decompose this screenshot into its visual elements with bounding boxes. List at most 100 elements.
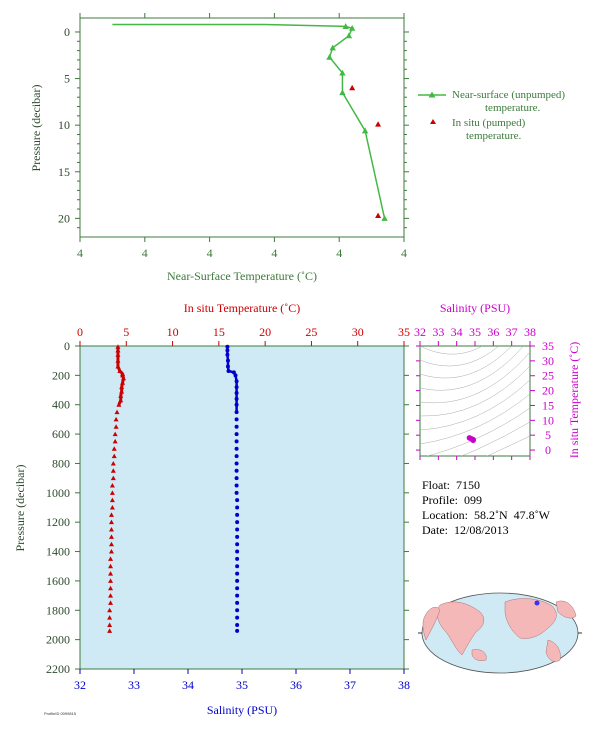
- main-y-tick-label: 2000: [46, 633, 70, 647]
- float-id: Float: 7150: [422, 478, 481, 492]
- temperature-point: [112, 438, 118, 444]
- main-bottom-axis-label: Salinity (PSU): [207, 703, 277, 717]
- salinity-tick-label: 38: [398, 678, 410, 692]
- near-surface-point: [381, 215, 388, 221]
- temperature-point: [119, 389, 125, 394]
- salinity-point: [235, 564, 240, 569]
- salinity-point: [235, 534, 240, 539]
- ts-y-tick-label: 10: [542, 413, 554, 427]
- near-surface-point: [348, 25, 356, 31]
- salinity-point: [235, 578, 240, 583]
- temperature-point: [108, 527, 114, 532]
- main-plot-frame: [79, 345, 405, 670]
- ts-series-group: [466, 435, 476, 444]
- salinity-point: [225, 348, 230, 353]
- near-surface-point: [339, 89, 346, 96]
- legend-entry-unpumped-2: temperature.: [485, 102, 541, 114]
- top-legend: Near-surface (unpumped) temperature. In …: [418, 89, 565, 142]
- top-x-tick-label: 4: [207, 246, 213, 260]
- temperature-point: [109, 490, 115, 495]
- salinity-point: [234, 432, 239, 437]
- salinity-point: [234, 379, 239, 384]
- salinity-point: [235, 622, 240, 627]
- top-axis-ticks: 0 5 10 15 20 4 4 4 4 4 4: [58, 13, 409, 260]
- temperature-point: [108, 600, 114, 605]
- salinity-point: [235, 505, 240, 510]
- salinity-point: [234, 396, 239, 401]
- main-y-tick-label: 1800: [46, 603, 70, 617]
- salinity-point: [235, 512, 240, 517]
- salinity-point: [231, 370, 236, 375]
- ts-contour-line: [420, 346, 524, 391]
- salinity-point: [235, 542, 240, 547]
- temperature-point: [115, 352, 121, 357]
- salinity-point: [234, 390, 239, 395]
- main-axis-ticks: 0200400600800100012001400160018002000220…: [46, 325, 410, 692]
- ts-y-tick-label: 25: [542, 369, 554, 383]
- footer-note: ProfileID 0099815: [44, 711, 77, 716]
- float-info-block: Float: 7150 Profile: 099 Location: 58.2˚…: [422, 478, 550, 538]
- temperature-point: [116, 402, 122, 407]
- salinity-point: [235, 593, 240, 598]
- map-land-australia: [471, 649, 487, 662]
- ts-x-tick-label: 32: [414, 325, 426, 339]
- near-surface-point: [329, 44, 336, 51]
- temperature-tick-label: 0: [77, 325, 83, 339]
- ts-contour-line: [420, 240, 530, 308]
- temperature-point: [110, 475, 116, 481]
- salinity-point: [233, 373, 238, 378]
- ts-y-tick-label: 20: [542, 384, 554, 398]
- ts-contour-line: [420, 351, 530, 404]
- salinity-point: [234, 385, 239, 390]
- ts-contour-line: [420, 226, 530, 296]
- top-y-tick-label: 15: [58, 165, 70, 179]
- temperature-tick-label: 35: [398, 325, 410, 339]
- ts-x-tick-label: 34: [451, 325, 463, 339]
- ts-y-tick-label: 15: [542, 398, 554, 412]
- temperature-point: [108, 512, 114, 517]
- salinity-point: [234, 490, 239, 495]
- top-y-tick-label: 20: [58, 211, 70, 225]
- temperature-point: [108, 571, 114, 576]
- map-land-europe: [555, 600, 577, 619]
- temperature-tick-label: 20: [259, 325, 271, 339]
- salinity-point: [234, 424, 239, 429]
- ts-contour-line: [420, 346, 512, 379]
- salinity-point: [234, 402, 239, 407]
- salinity-point: [234, 476, 239, 481]
- legend-green-triangle-icon: [428, 91, 436, 98]
- ts-contour-line: [420, 393, 530, 445]
- profile-chart: 0200400600800100012001400160018002000220…: [13, 301, 410, 717]
- main-y-tick-label: 200: [52, 368, 70, 382]
- top-plot-frame: [79, 17, 405, 238]
- salinity-point: [234, 446, 239, 451]
- temperature-point: [118, 393, 124, 398]
- temperature-tick-label: 30: [352, 325, 364, 339]
- salinity-tick-label: 34: [182, 678, 194, 692]
- top-x-tick-label: 4: [271, 246, 277, 260]
- temperature-point: [120, 380, 126, 385]
- near-surface-point: [342, 23, 349, 29]
- ts-y-tick-label: 0: [545, 443, 551, 457]
- top-y-tick-label: 10: [58, 118, 70, 132]
- temperature-point: [109, 482, 115, 488]
- salinity-point: [234, 468, 239, 473]
- temperature-point: [115, 344, 121, 349]
- temperature-point: [109, 505, 115, 510]
- salinity-point: [225, 352, 230, 357]
- ts-contour-line: [420, 198, 530, 273]
- ts-contour-line: [420, 346, 499, 367]
- temperature-point: [108, 549, 114, 554]
- ts-contour-line: [420, 268, 530, 331]
- salinity-point: [234, 439, 239, 444]
- temperature-point: [118, 397, 124, 403]
- top-x-tick-label: 4: [401, 246, 407, 260]
- salinity-point: [234, 461, 239, 466]
- salinity-point: [235, 527, 240, 532]
- temperature-point: [111, 446, 117, 451]
- salinity-tick-label: 33: [128, 678, 140, 692]
- top-x-axis-label: Near-Surface Temperature (˚C): [167, 269, 317, 283]
- temperature-point: [107, 615, 113, 620]
